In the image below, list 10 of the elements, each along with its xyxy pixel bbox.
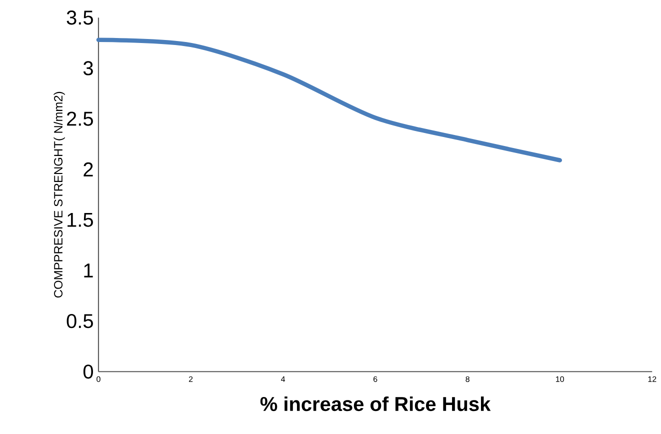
line-series bbox=[96, 38, 562, 162]
y-tick-label: 1 bbox=[84, 264, 93, 278]
y-tick-label: 2.5 bbox=[67, 112, 93, 126]
y-tick-label: 1.5 bbox=[68, 212, 93, 227]
y-tick-label: 3 bbox=[83, 61, 93, 76]
y-tick-label: 3.5 bbox=[66, 10, 93, 25]
y-axis-title: COMPPRESIVE STRENGHT( N/mm2) bbox=[54, 92, 65, 298]
y-tick-label: 2 bbox=[84, 162, 93, 176]
y-tick-label: 0.5 bbox=[66, 314, 93, 328]
x-axis-title: % increase of Rice Husk bbox=[260, 396, 491, 412]
